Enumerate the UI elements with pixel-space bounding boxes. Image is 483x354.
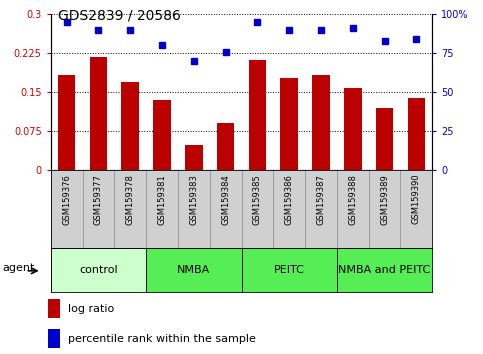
Text: GSM159386: GSM159386: [284, 174, 294, 225]
Text: GSM159389: GSM159389: [380, 174, 389, 224]
Bar: [281, 78, 298, 170]
Text: agent: agent: [2, 263, 35, 273]
Text: GSM159383: GSM159383: [189, 174, 199, 225]
Text: GSM159385: GSM159385: [253, 174, 262, 224]
Text: GSM159378: GSM159378: [126, 174, 135, 225]
Bar: [48, 299, 60, 318]
Bar: [153, 100, 171, 170]
Text: GSM159377: GSM159377: [94, 174, 103, 225]
Bar: [51, 248, 146, 292]
Text: PEITC: PEITC: [274, 265, 305, 275]
Text: GSM159384: GSM159384: [221, 174, 230, 224]
Bar: [337, 248, 432, 292]
Text: GSM159388: GSM159388: [348, 174, 357, 225]
Bar: [90, 57, 107, 170]
Bar: [217, 123, 234, 170]
Bar: [58, 75, 75, 170]
Text: control: control: [79, 265, 118, 275]
Bar: [121, 82, 139, 170]
Bar: [242, 248, 337, 292]
Text: percentile rank within the sample: percentile rank within the sample: [68, 334, 256, 344]
Text: GSM159381: GSM159381: [157, 174, 167, 224]
Text: NMBA: NMBA: [177, 265, 211, 275]
Text: NMBA and PEITC: NMBA and PEITC: [339, 265, 431, 275]
Text: GSM159390: GSM159390: [412, 174, 421, 224]
Text: GSM159376: GSM159376: [62, 174, 71, 225]
Text: GDS2839 / 20586: GDS2839 / 20586: [58, 9, 181, 23]
Bar: [48, 329, 60, 348]
Bar: [249, 60, 266, 170]
Bar: [376, 108, 393, 170]
Bar: [312, 75, 330, 170]
Text: log ratio: log ratio: [68, 304, 114, 314]
Text: GSM159387: GSM159387: [316, 174, 326, 225]
Bar: [185, 145, 202, 170]
Bar: [344, 88, 362, 170]
Bar: [408, 98, 425, 170]
Bar: [146, 248, 242, 292]
